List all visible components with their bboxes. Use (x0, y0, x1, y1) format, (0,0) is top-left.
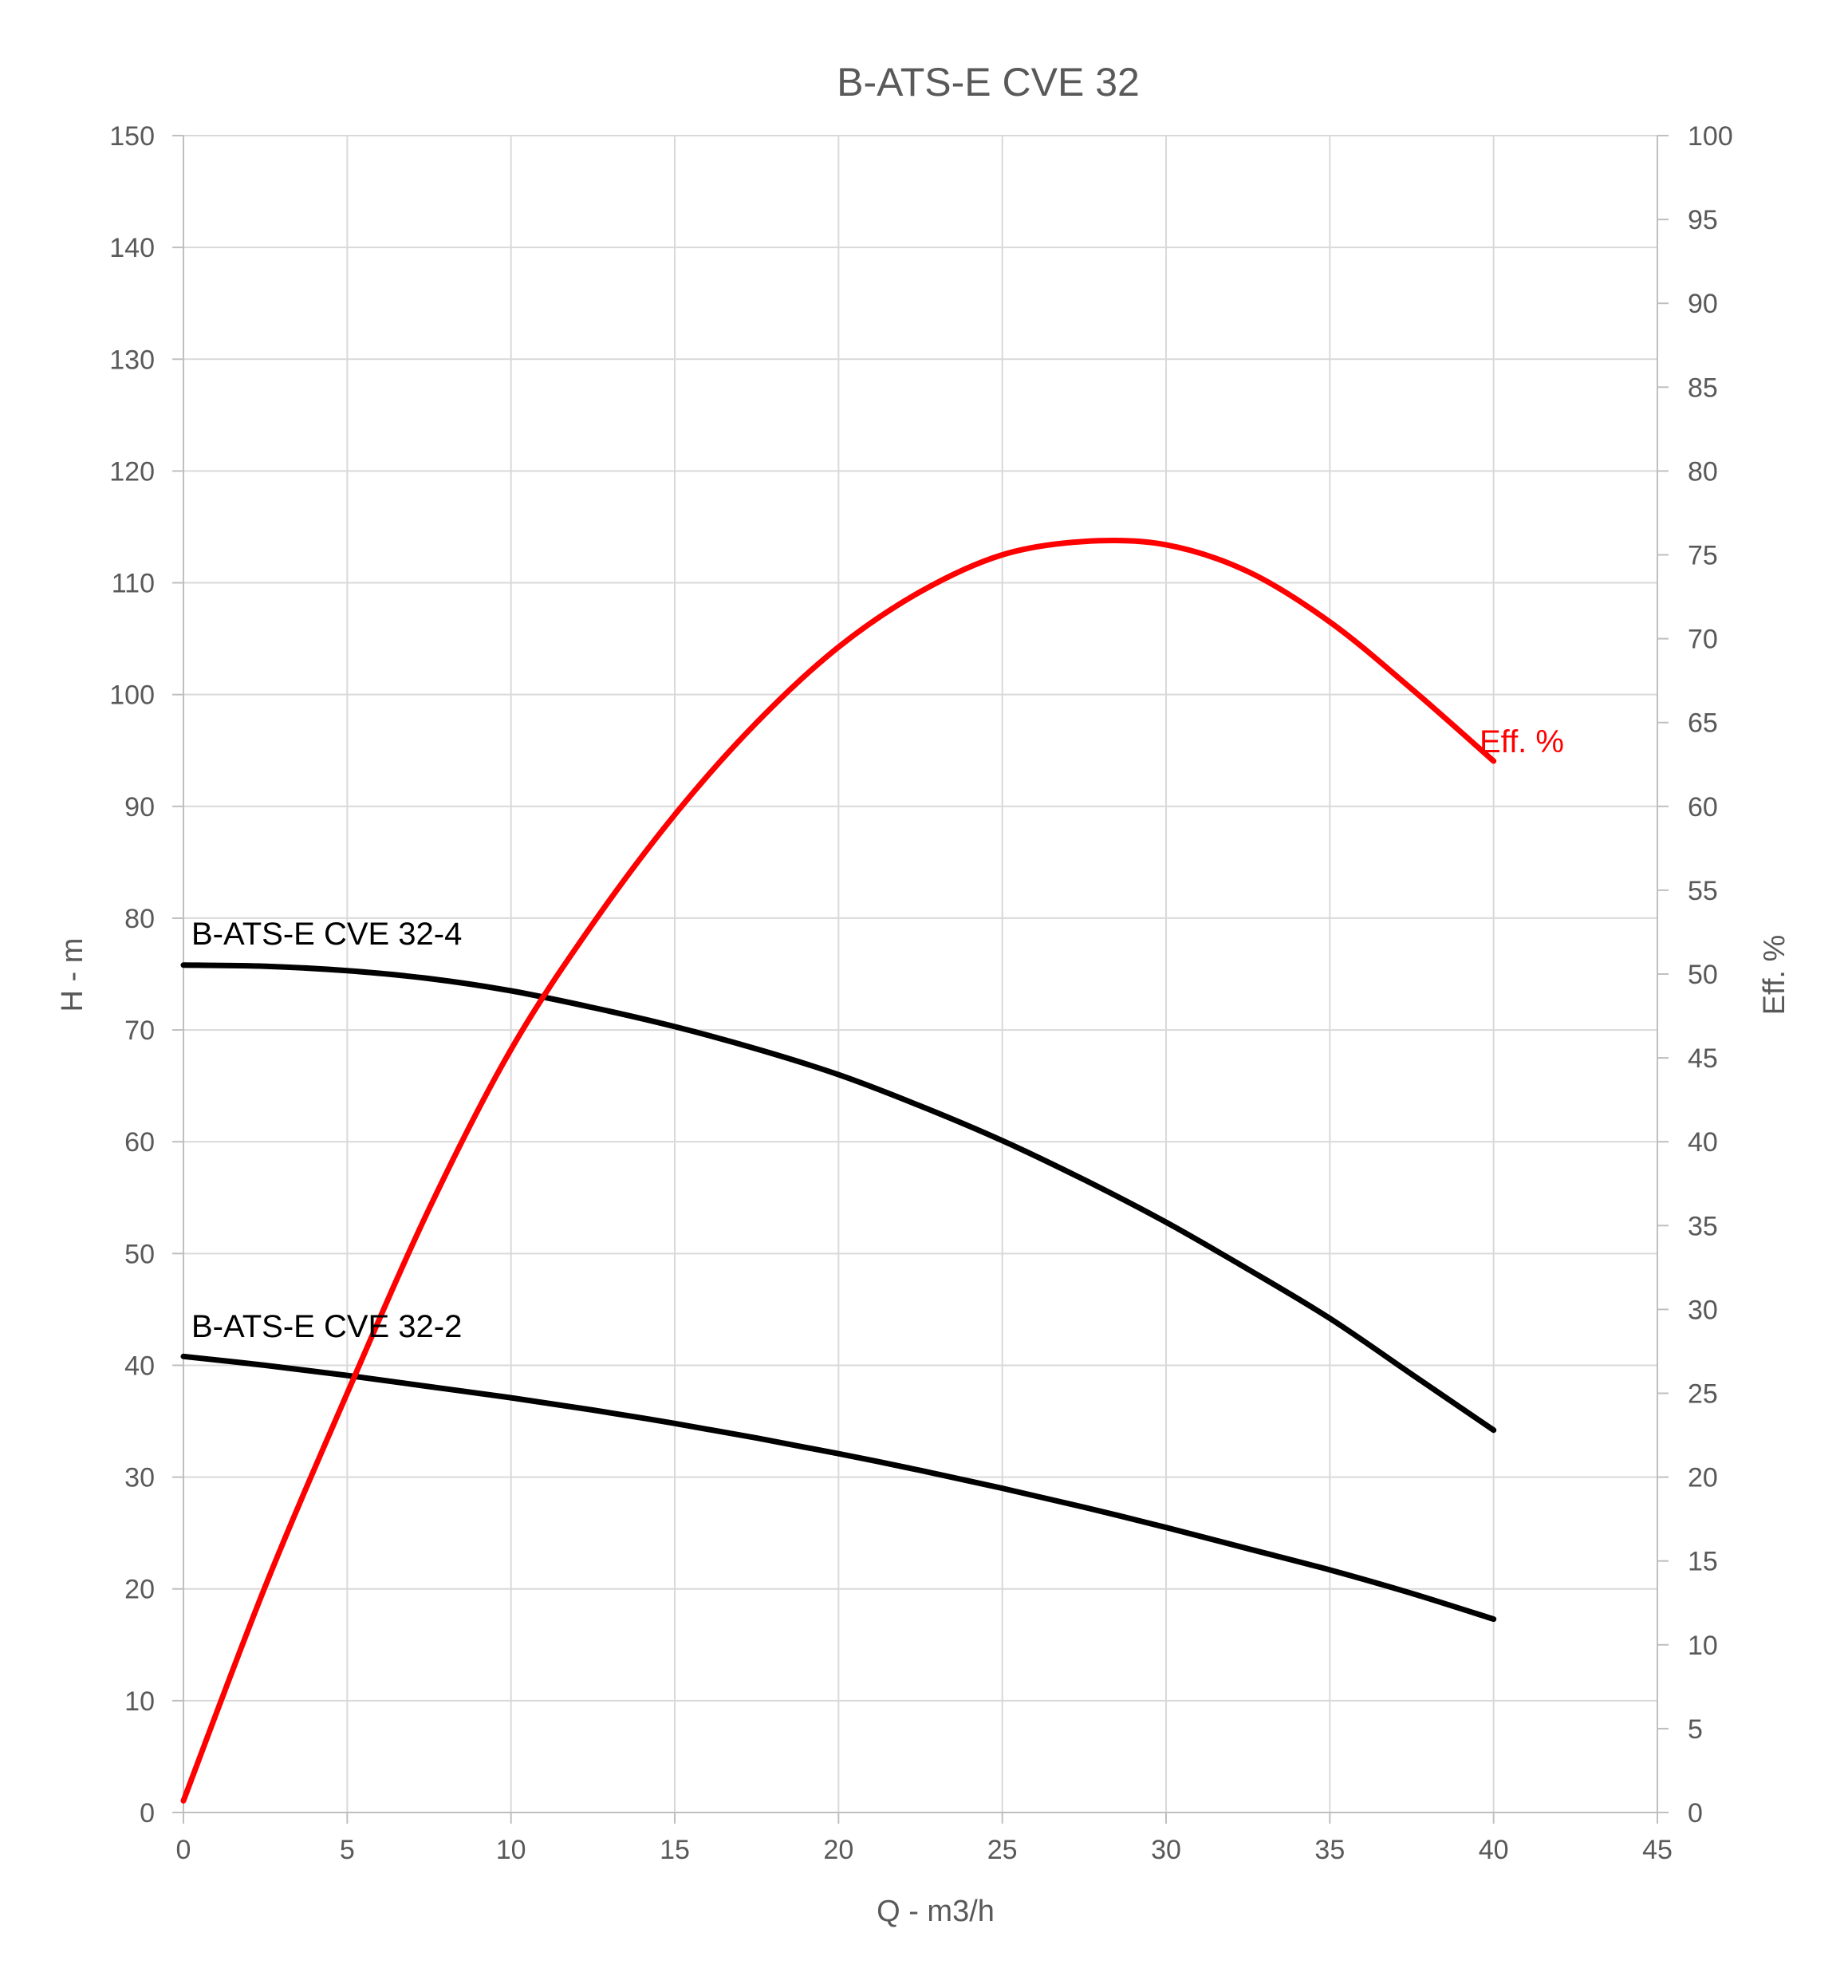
y2-tick-label: 45 (1688, 1043, 1718, 1074)
series-labels: B-ATS-E CVE 32-4 B-ATS-E CVE 32-2 Eff. % (191, 724, 1564, 1344)
y-tick-label: 140 (109, 233, 155, 263)
y-tick-label: 150 (109, 121, 155, 152)
y2-tick-label: 75 (1688, 541, 1718, 571)
x-tick-label: 40 (1479, 1835, 1509, 1865)
x-tick-label: 10 (496, 1835, 526, 1865)
y-tick-label: 50 (124, 1239, 155, 1269)
series-line-eff (180, 537, 1497, 1804)
series-label-cve-32-2: B-ATS-E CVE 32-2 (191, 1309, 462, 1344)
series-label-cve-32-4: B-ATS-E CVE 32-4 (191, 917, 462, 952)
y2-tick-label: 85 (1688, 373, 1718, 403)
y-tick-label: 30 (124, 1463, 155, 1493)
y2-tick-label: 65 (1688, 708, 1718, 739)
y-tick-label: 80 (124, 904, 155, 934)
y2-tick-label: 50 (1688, 960, 1718, 990)
y-tick-label: 40 (124, 1351, 155, 1381)
y-tick-label: 110 (112, 569, 155, 599)
tick-labels: 0 5 10 15 20 25 30 35 40 450102030405060708090100… (109, 121, 1732, 1865)
x-tick-label: 20 (823, 1835, 853, 1865)
y2-tick-label: 70 (1688, 625, 1718, 655)
y2-axis-title: Eff. % (1758, 935, 1791, 1016)
series-line-cve-32-2 (180, 1353, 1497, 1623)
axes (172, 135, 1669, 1824)
y-tick-label: 70 (124, 1016, 155, 1046)
x-tick-label: 30 (1151, 1835, 1181, 1865)
y-axis-title: H - m (56, 938, 89, 1012)
x-tick-label: 0 (176, 1835, 191, 1865)
y2-tick-label: 30 (1688, 1295, 1718, 1325)
y2-tick-label: 0 (1688, 1798, 1703, 1828)
x-tick-label: 15 (660, 1835, 690, 1865)
y-tick-label: 60 (124, 1127, 155, 1158)
y-tick-label: 120 (109, 456, 155, 487)
series-lines (180, 537, 1497, 1804)
y2-tick-label: 95 (1688, 205, 1718, 235)
series-line-cve-32-4 (180, 962, 1497, 1434)
y2-tick-label: 60 (1688, 792, 1718, 822)
y-tick-label: 100 (109, 680, 155, 711)
y2-tick-label: 55 (1688, 876, 1718, 906)
x-tick-label: 25 (987, 1835, 1018, 1865)
x-tick-label: 35 (1314, 1835, 1345, 1865)
y2-tick-label: 90 (1688, 289, 1718, 319)
y2-tick-label: 10 (1688, 1631, 1718, 1661)
y2-tick-label: 80 (1688, 456, 1718, 487)
gridlines (183, 135, 1658, 1812)
y2-tick-label: 40 (1688, 1127, 1718, 1158)
y2-tick-label: 100 (1688, 121, 1733, 152)
y2-tick-label: 15 (1688, 1547, 1718, 1577)
y2-tick-label: 20 (1688, 1463, 1718, 1493)
y2-tick-label: 5 (1688, 1714, 1703, 1745)
y2-tick-label: 25 (1688, 1379, 1718, 1410)
x-axis-title: Q - m3/h (877, 1895, 995, 1928)
y-tick-label: 0 (140, 1798, 155, 1828)
x-tick-label: 5 (340, 1835, 355, 1865)
series-label-eff: Eff. % (1480, 724, 1564, 759)
y-tick-label: 90 (124, 792, 155, 822)
y-tick-label: 20 (124, 1575, 155, 1605)
y-tick-label: 10 (124, 1686, 155, 1717)
y2-tick-label: 35 (1688, 1211, 1718, 1241)
x-tick-label: 45 (1642, 1835, 1673, 1865)
chart-title: B-ATS-E CVE 32 (837, 60, 1140, 105)
y-tick-label: 130 (109, 345, 155, 375)
